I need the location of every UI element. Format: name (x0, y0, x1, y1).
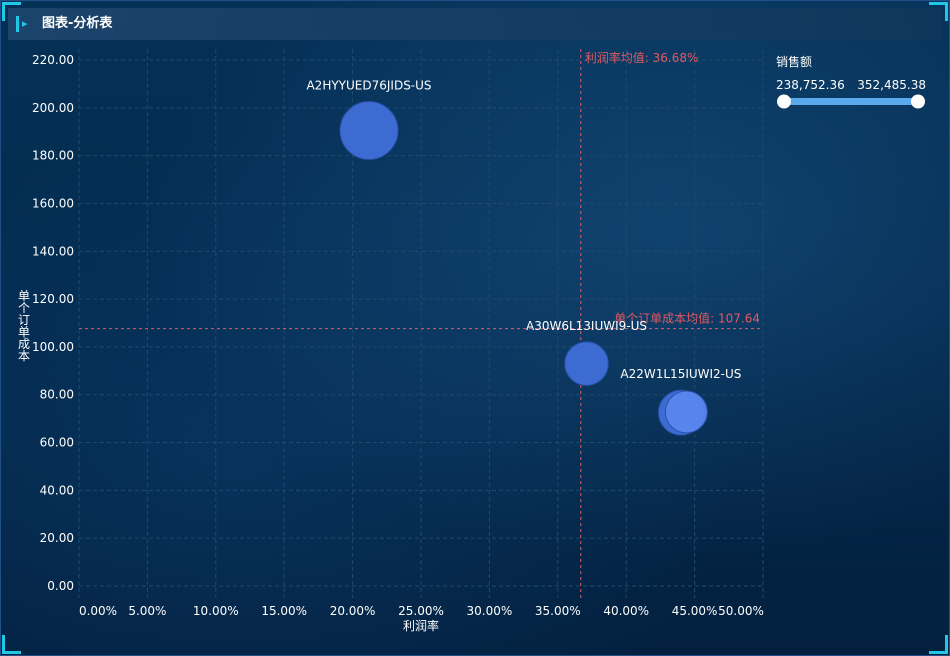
y-tick-label: 0.00 (47, 579, 74, 593)
x-tick-label: 50.00% (718, 604, 764, 618)
y-axis-ticks: 0.00 20.00 40.00 60.00 80.00 100.00 120.00 140.… (32, 53, 74, 593)
size-legend: 销售额 238,752.36 352,485.38 (776, 54, 926, 109)
frame-corner-bottom-left (2, 635, 21, 654)
bubble-series (339, 101, 708, 436)
bubble (339, 101, 399, 161)
y-axis-title-char: 订 (18, 313, 30, 327)
size-legend-min-label: 238,752.36 (776, 78, 845, 92)
bubble-label: A30W6L13IUWI9-US (526, 319, 647, 333)
x-axis-ticks: 0.00% 5.00% 10.00% 15.00% 20.00% 25.00% 30.00%… (79, 604, 764, 618)
bubble (564, 341, 609, 386)
y-tick-label: 140.00 (32, 244, 74, 258)
bubble-labels: A2HYYUED76JIDS-US A30W6L13IUWI9-US A22W1L1… (306, 79, 741, 382)
panel-header: ▸ 图表-分析表 (8, 8, 942, 40)
y-axis-title-char: 个 (18, 301, 30, 315)
y-tick-label: 60.00 (40, 436, 74, 450)
size-legend-range-bar (784, 98, 918, 105)
frame-corner-top-left (2, 2, 21, 21)
header-accent-bar (16, 16, 19, 32)
size-legend-title: 销售额 (776, 54, 812, 69)
frame-corner-top-right (929, 2, 948, 21)
x-tick-label: 25.00% (398, 604, 444, 618)
y-tick-label: 180.00 (32, 149, 74, 163)
y-tick-label: 80.00 (40, 388, 74, 402)
frame-corner-bottom-right (929, 635, 948, 654)
x-tick-label: 15.00% (261, 604, 307, 618)
y-tick-label: 20.00 (40, 531, 74, 545)
x-tick-label: 45.00% (672, 604, 718, 618)
y-tick-label: 160.00 (32, 196, 74, 210)
bubble (664, 390, 708, 434)
y-tick-label: 100.00 (32, 340, 74, 354)
size-legend-max-handle[interactable] (911, 94, 925, 109)
size-legend-max-label: 352,485.38 (857, 78, 926, 92)
bubble-label: A2HYYUED76JIDS-US (306, 79, 431, 93)
y-tick-label: 220.00 (32, 53, 74, 67)
panel-title: 图表-分析表 (42, 16, 113, 31)
y-axis-title-char: 单 (18, 289, 30, 303)
bubble-label: A22W1L15IUWI2-US (620, 367, 741, 381)
y-tick-label: 40.00 (40, 483, 74, 497)
y-axis-title-char: 单 (18, 325, 30, 339)
y-tick-label: 200.00 (32, 101, 74, 115)
x-tick-label: 0.00% (79, 604, 117, 618)
x-tick-label: 30.00% (467, 604, 513, 618)
x-tick-label: 35.00% (535, 604, 581, 618)
x-axis-title: 利润率 (403, 618, 439, 633)
x-tick-label: 5.00% (128, 604, 166, 618)
average-mark-lines: 利润率均值: 36.68% 单个订单成本均值: 107.64 (79, 49, 763, 598)
grid-lines (78, 49, 764, 598)
y-tick-label: 120.00 (32, 292, 74, 306)
x-tick-label: 20.00% (330, 604, 376, 618)
y-average-label: 单个订单成本均值: 107.64 (614, 311, 760, 326)
y-axis-title-char: 本 (18, 349, 30, 363)
play-arrow-icon: ▸ (22, 17, 28, 30)
x-tick-label: 10.00% (193, 604, 239, 618)
y-axis-title-char: 成 (18, 337, 30, 351)
size-legend-min-handle[interactable] (777, 94, 791, 109)
y-axis-title: 单个订单成本 (18, 289, 30, 363)
x-average-label: 利润率均值: 36.68% (585, 50, 699, 65)
x-tick-label: 40.00% (603, 604, 649, 618)
